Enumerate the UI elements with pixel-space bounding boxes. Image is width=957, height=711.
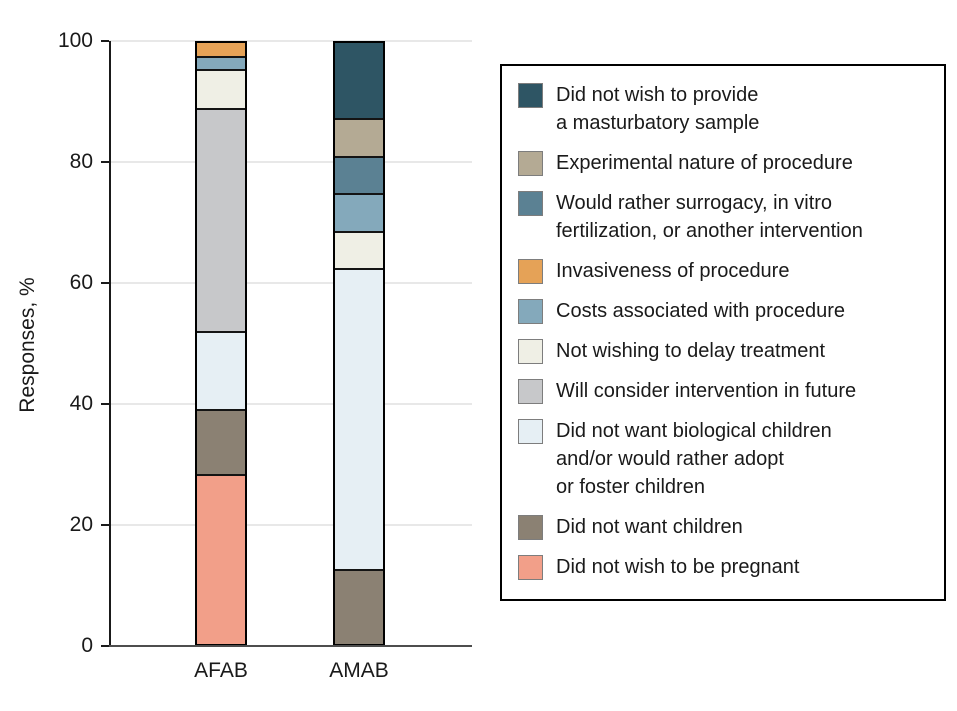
bar-segment <box>197 43 245 57</box>
bar-segment <box>197 408 245 475</box>
legend-label: Experimental nature of procedure <box>556 152 853 174</box>
legend-swatch <box>518 259 543 284</box>
y-tick-mark-20 <box>101 524 109 526</box>
bar-segment <box>197 108 245 331</box>
legend-label: Not wishing to delay treatment <box>556 340 826 362</box>
bar-afab <box>195 41 247 646</box>
bar-segment <box>197 330 245 409</box>
legend-swatch <box>518 379 543 404</box>
bar-segment <box>335 568 383 644</box>
y-tick-mark-40 <box>101 403 109 405</box>
legend: Did not wish to provide a masturbatory sa… <box>500 64 946 601</box>
y-tick-label-60: 60 <box>69 271 93 294</box>
bar-segment <box>197 474 245 644</box>
legend-label: Invasiveness of procedure <box>556 260 790 282</box>
y-axis: 0 20 40 60 80 100 <box>0 29 109 657</box>
gridline-100 <box>109 40 472 42</box>
bar-segment <box>335 193 383 231</box>
y-tick-label-20: 20 <box>69 513 93 536</box>
legend-item: Did not wish to be pregnant <box>518 553 928 581</box>
bar-segment <box>335 230 383 269</box>
legend-item: Not wishing to delay treatment <box>518 337 928 365</box>
legend-swatch <box>518 515 543 540</box>
legend-swatch <box>518 339 543 364</box>
legend-swatch <box>518 299 543 324</box>
y-tick-mark-60 <box>101 282 109 284</box>
legend-item: Did not wish to provide a masturbatory sa… <box>518 81 928 137</box>
y-tick-mark-100 <box>101 40 109 42</box>
legend-label: Would rather surrogacy, in vitro fertiliz… <box>556 192 863 242</box>
plot-area <box>109 40 472 647</box>
legend-label: Costs associated with procedure <box>556 300 846 322</box>
bar-segment <box>335 43 383 119</box>
legend-item: Invasiveness of procedure <box>518 257 928 285</box>
legend-item: Will consider intervention in future <box>518 377 928 405</box>
y-tick-label-40: 40 <box>69 392 93 415</box>
y-tick-label-0: 0 <box>81 634 93 657</box>
legend-swatch <box>518 419 543 444</box>
y-tick-label-80: 80 <box>69 150 93 173</box>
gridline-40 <box>109 403 472 405</box>
legend-item: Experimental nature of procedure <box>518 149 928 177</box>
x-label-afab: AFAB <box>194 659 248 682</box>
bar-segment <box>197 56 245 70</box>
legend-label: Did not want children <box>556 516 743 538</box>
legend-swatch <box>518 555 543 580</box>
legend-label: Did not want biological children and/or w… <box>556 420 832 498</box>
y-tick-mark-0 <box>101 645 109 647</box>
bar-segment <box>335 155 383 194</box>
bar-segment <box>335 268 383 569</box>
gridline-20 <box>109 524 472 526</box>
y-tick-label-100: 100 <box>57 29 93 52</box>
legend-label: Did not wish to provide a masturbatory sa… <box>556 84 760 134</box>
bar-amab <box>333 41 385 646</box>
legend-item: Did not want biological children and/or w… <box>518 417 928 501</box>
legend-item: Costs associated with procedure <box>518 297 928 325</box>
legend-item: Did not want children <box>518 513 928 541</box>
legend-swatch <box>518 151 543 176</box>
legend-label: Did not wish to be pregnant <box>556 556 800 578</box>
x-axis-line <box>109 645 472 647</box>
bar-segment <box>335 118 383 156</box>
legend-label: Will consider intervention in future <box>556 380 857 402</box>
legend-swatch <box>518 191 543 216</box>
x-label-amab: AMAB <box>329 659 389 682</box>
legend-swatch <box>518 83 543 108</box>
y-tick-mark-80 <box>101 161 109 163</box>
y-axis-line <box>109 41 111 646</box>
gridline-80 <box>109 161 472 163</box>
legend-item: Would rather surrogacy, in vitro fertiliz… <box>518 189 928 245</box>
bar-segment <box>197 69 245 109</box>
gridline-60 <box>109 282 472 284</box>
